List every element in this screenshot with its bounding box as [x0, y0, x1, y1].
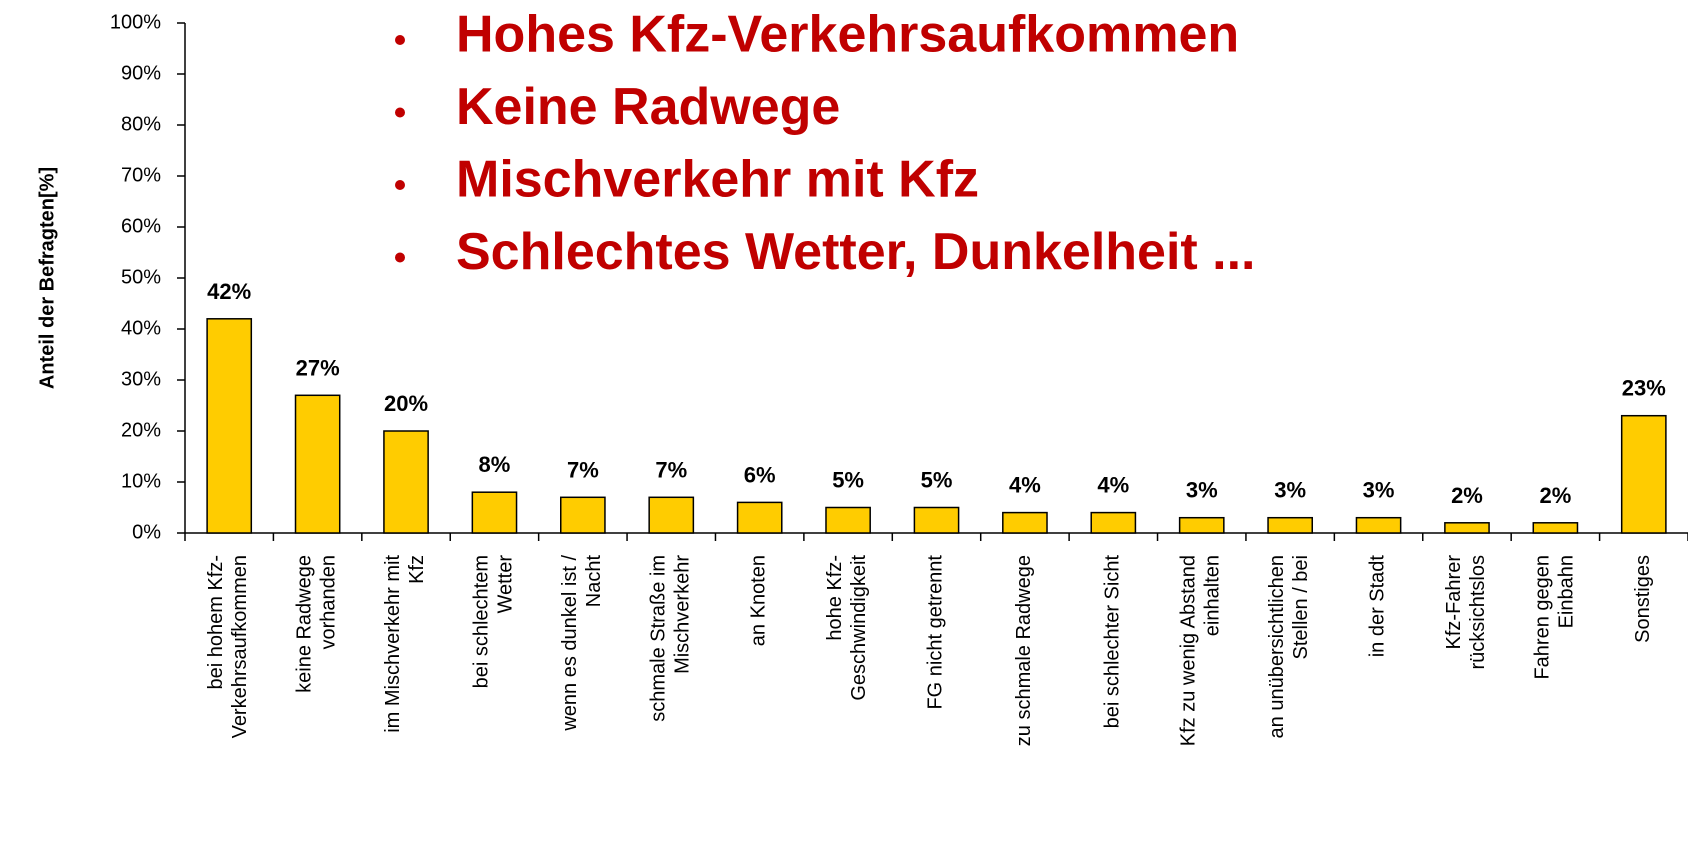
- bar: [1620, 414, 1667, 534]
- y-axis-label: Anteil der Befragten[%]: [36, 167, 58, 389]
- data-label: 8%: [479, 452, 511, 477]
- x-tick-label: an unübersichtlichen Stellen / bei: [1266, 555, 1312, 738]
- y-tick-label: 40%: [121, 317, 161, 339]
- bullet: [395, 252, 405, 263]
- bar: [1178, 516, 1225, 534]
- bar: [913, 506, 960, 534]
- x-tick-label: wenn es dunkel ist / Nacht: [559, 555, 605, 732]
- x-tick-label: zu schmale Radwege: [1013, 555, 1035, 746]
- bar: [206, 318, 253, 534]
- data-label: 7%: [655, 457, 687, 482]
- bar: [1002, 511, 1048, 534]
- x-tick-label: Fahren gegen Einbahn: [1532, 555, 1578, 680]
- data-label: 4%: [1009, 473, 1041, 498]
- annotation: Schlechtes Wetter, Dunkelheit ...: [456, 223, 1256, 281]
- x-tick-label: im Mischverkehr mit Kfz: [382, 555, 428, 733]
- x-tick-label: an Knoten: [748, 555, 770, 646]
- x-tick-label: Kfz-Fahrer rücksichtslos: [1443, 555, 1489, 670]
- y-tick-label: 90%: [121, 62, 161, 84]
- x-tick-label: FG nicht getrennt: [925, 555, 947, 710]
- data-label: 5%: [921, 468, 953, 493]
- annotation: Keine Radwege: [456, 78, 840, 136]
- bar: [471, 491, 518, 534]
- data-label: 2%: [1451, 483, 1483, 508]
- bar: [294, 394, 341, 534]
- y-tick-label: 10%: [121, 470, 161, 492]
- data-label: 7%: [567, 457, 599, 482]
- bullet: [395, 180, 405, 190]
- data-label: 23%: [1622, 376, 1666, 401]
- x-tick-label: Kfz zu wenig Abstand einhalten: [1178, 555, 1224, 746]
- bullet: [395, 107, 405, 118]
- y-tick-label: 0%: [132, 521, 161, 543]
- x-tick-label: hohe Kfz- Geschwindigkeit: [824, 555, 870, 701]
- data-label: 3%: [1186, 478, 1218, 503]
- y-tick-label: 70%: [121, 164, 161, 186]
- data-label: 2%: [1539, 483, 1571, 508]
- x-tick-label: keine Radwege vorhanden: [294, 555, 340, 693]
- x-tick-label: bei schlechter Sicht: [1102, 555, 1124, 729]
- annotation: Mischverkehr mit Kfz: [456, 151, 979, 209]
- bullet: [395, 35, 405, 45]
- data-label: 3%: [1274, 478, 1306, 503]
- bar: [560, 496, 606, 534]
- bar: [383, 430, 429, 534]
- bar: [1355, 516, 1402, 534]
- y-tick-label: 80%: [121, 113, 161, 135]
- data-label: 6%: [744, 462, 776, 487]
- bar: [648, 496, 695, 534]
- x-tick-label: Sonstiges: [1632, 555, 1654, 643]
- x-tick-label: bei schlechtem Wetter: [471, 555, 517, 689]
- y-tick-label: 20%: [121, 419, 161, 441]
- y-tick-label: 60%: [121, 215, 161, 237]
- data-label: 20%: [384, 391, 428, 416]
- y-tick-label: 100%: [110, 11, 161, 33]
- data-label: 27%: [296, 355, 340, 380]
- bar: [1532, 522, 1579, 534]
- data-label: 42%: [207, 279, 251, 304]
- bar: [736, 501, 783, 534]
- data-label: 3%: [1363, 478, 1395, 503]
- y-tick-label: 50%: [121, 266, 161, 288]
- x-tick-label: bei hohem Kfz- Verkehrsaufkommen: [205, 555, 251, 738]
- bar: [1090, 511, 1137, 534]
- y-tick-label: 30%: [121, 368, 161, 390]
- x-tick-label: schmale Straße im Mischverkehr: [648, 555, 694, 722]
- data-label: 5%: [832, 468, 864, 493]
- x-tick-label: in der Stadt: [1367, 555, 1389, 658]
- data-label: 4%: [1097, 473, 1129, 498]
- bar: [1267, 516, 1313, 534]
- annotation: Hohes Kfz-Verkehrsaufkommen: [456, 6, 1239, 64]
- bar: [1444, 522, 1490, 534]
- bar: [825, 506, 871, 534]
